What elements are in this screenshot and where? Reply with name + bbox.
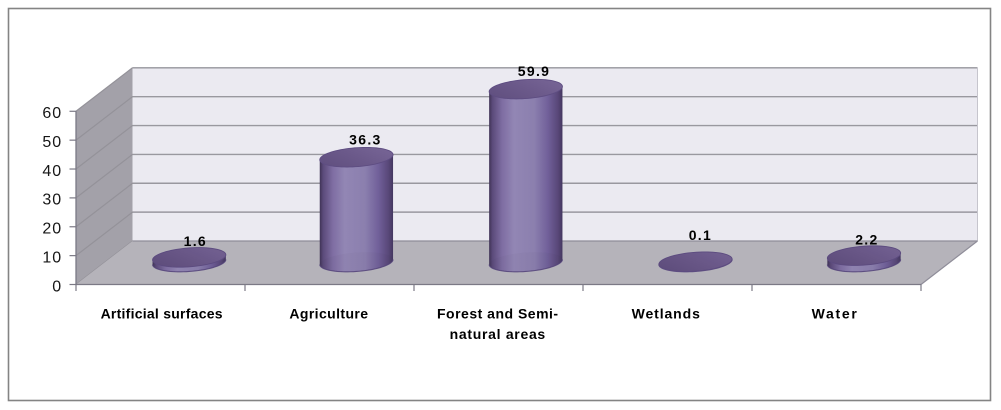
svg-text:0: 0 [52, 278, 62, 295]
svg-text:1.6: 1.6 [184, 233, 207, 249]
svg-text:59.9: 59.9 [518, 63, 550, 79]
svg-text:10: 10 [42, 249, 62, 266]
svg-text:36.3: 36.3 [349, 132, 381, 148]
svg-text:natural areas: natural areas [450, 326, 546, 342]
svg-text:0.1: 0.1 [689, 227, 712, 243]
svg-text:Forest and Semi-: Forest and Semi- [437, 305, 559, 321]
svg-text:Agriculture: Agriculture [289, 305, 368, 321]
svg-text:50: 50 [42, 134, 62, 151]
svg-text:40: 40 [42, 163, 62, 180]
svg-text:Artificial surfaces: Artificial surfaces [101, 305, 223, 321]
svg-text:30: 30 [42, 192, 62, 209]
svg-text:2.2: 2.2 [855, 232, 878, 248]
svg-text:Water: Water [812, 305, 859, 321]
svg-text:60: 60 [42, 105, 62, 122]
svg-text:20: 20 [42, 221, 62, 238]
svg-text:Wetlands: Wetlands [632, 305, 701, 321]
